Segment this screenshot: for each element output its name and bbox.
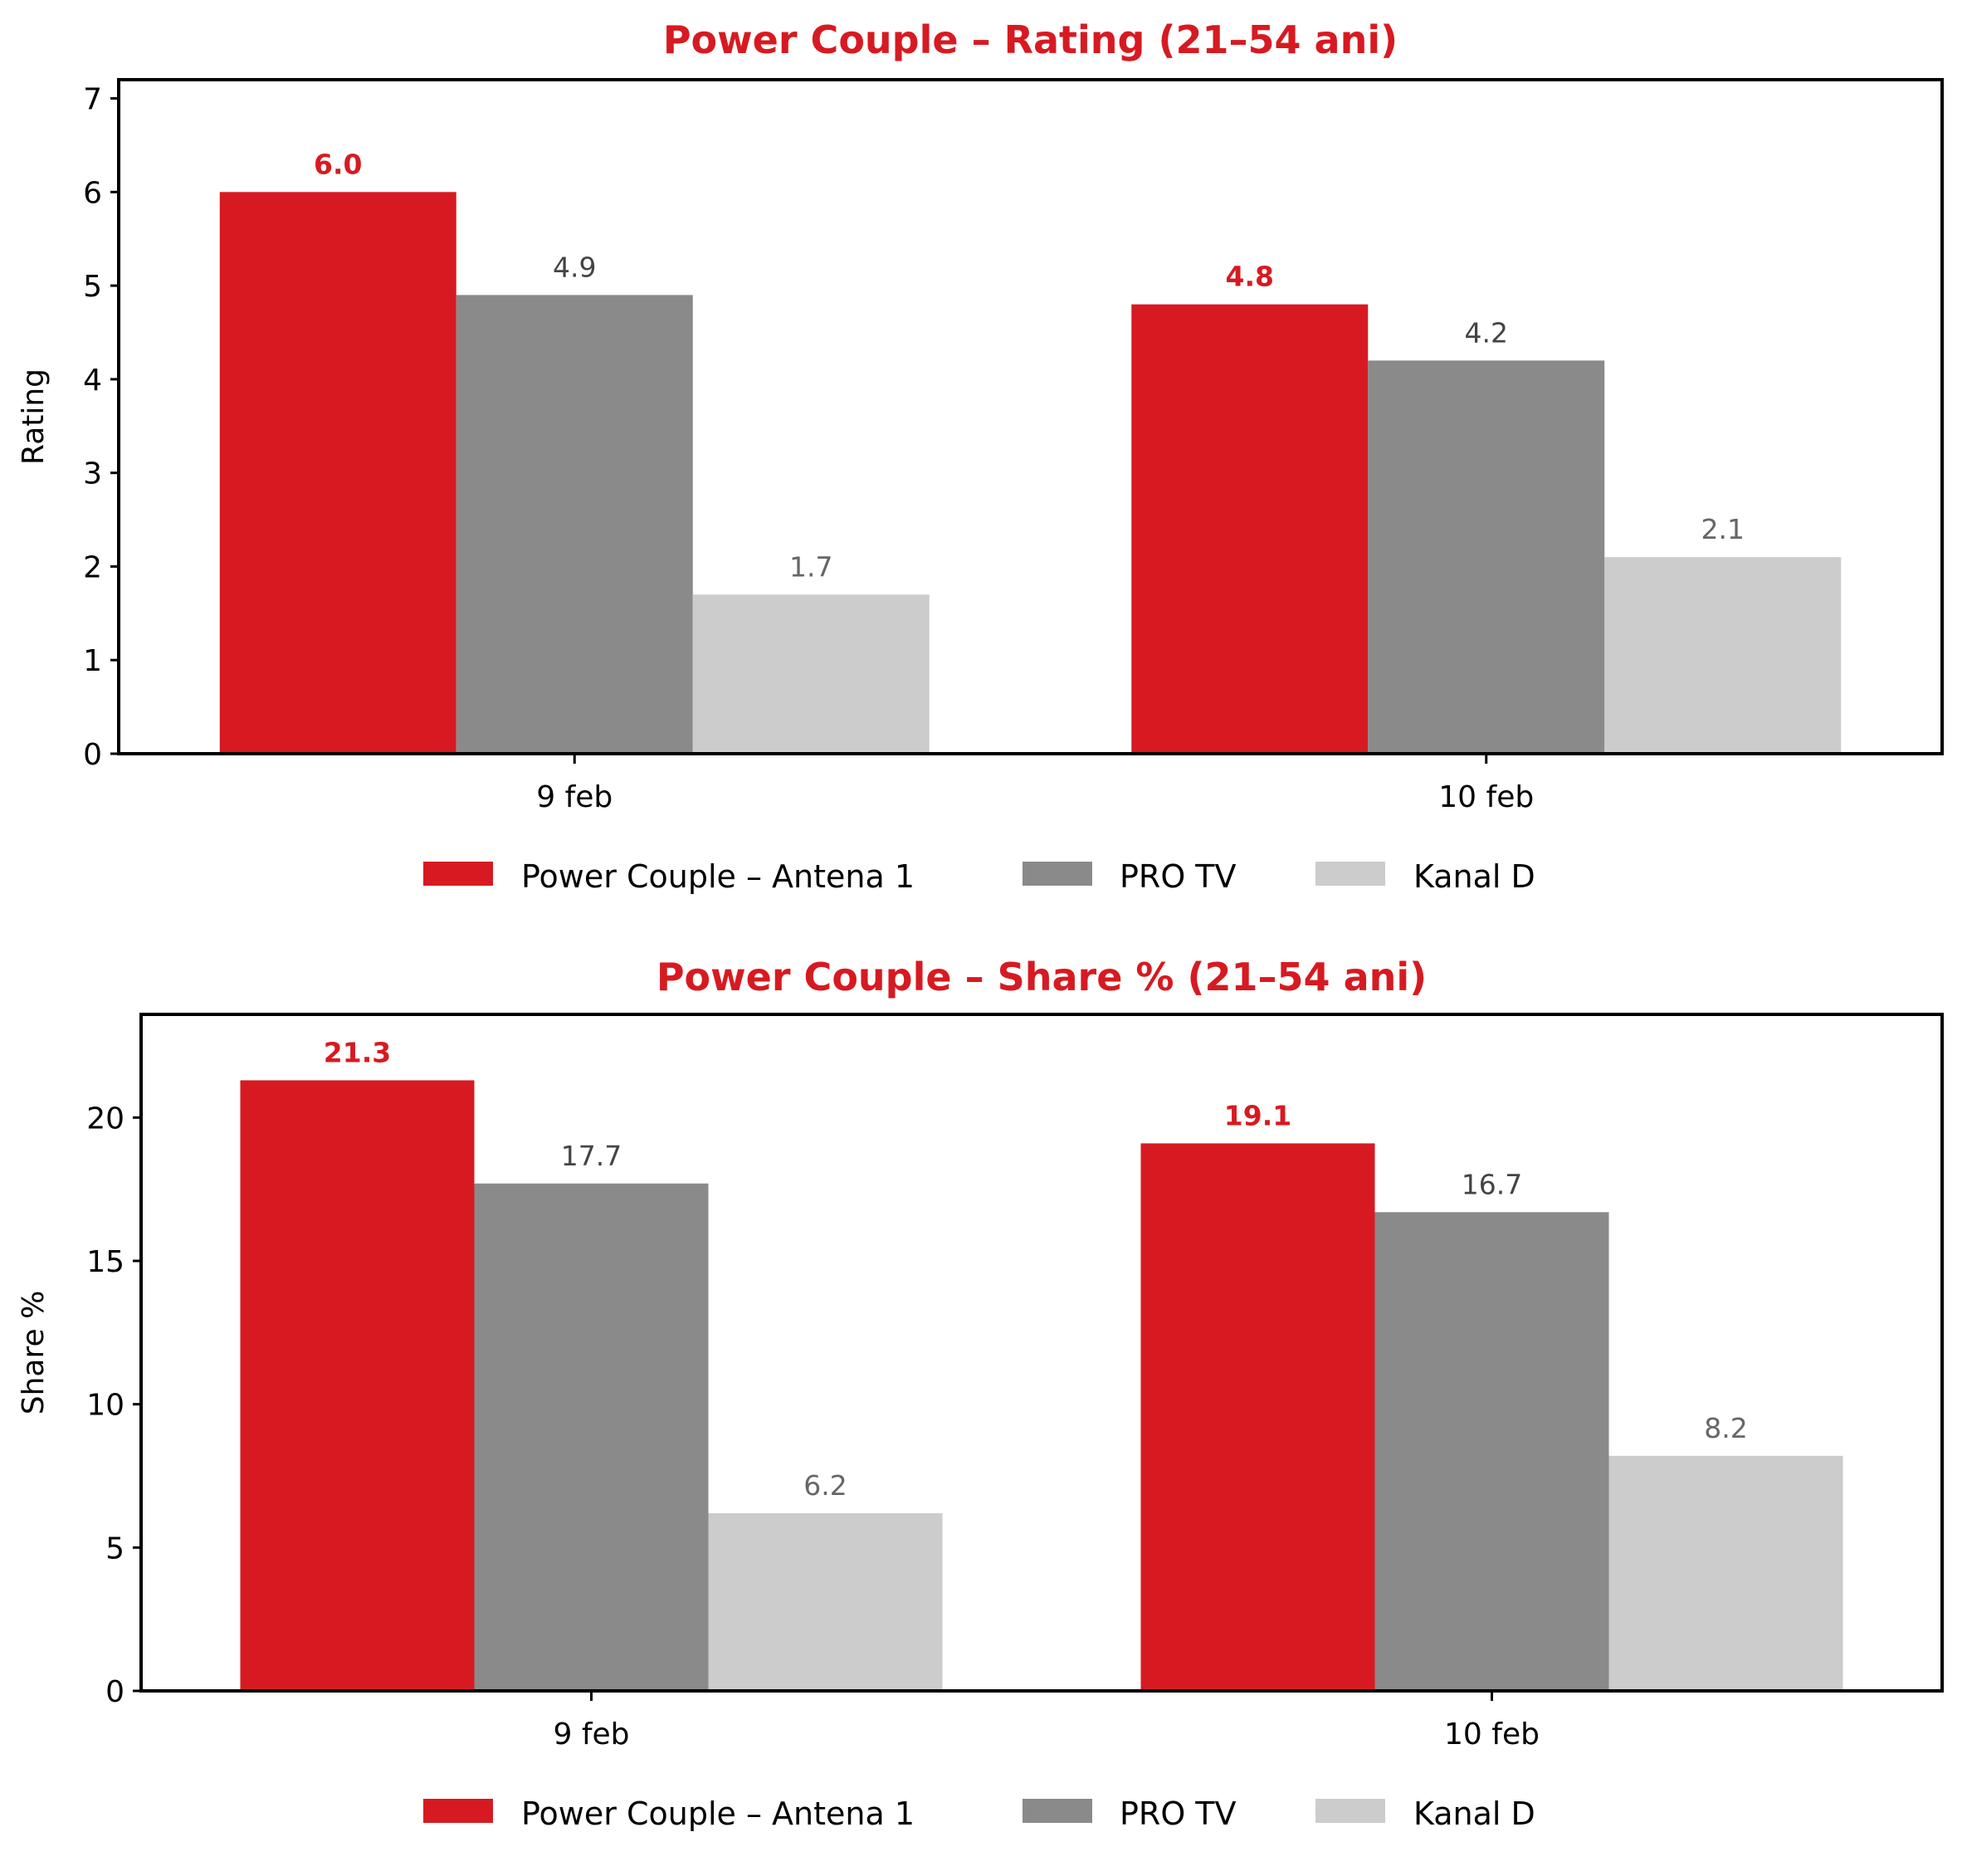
x-tick-label: 10 feb xyxy=(1444,1717,1540,1751)
data-label: 8.2 xyxy=(1704,1412,1747,1444)
bar xyxy=(1368,360,1605,754)
legend-label: Power Couple – Antena 1 xyxy=(521,858,915,895)
bar xyxy=(219,192,456,755)
y-tick-label: 4 xyxy=(83,364,102,398)
legend-label: Kanal D xyxy=(1413,1795,1535,1832)
data-label: 1.7 xyxy=(789,550,832,583)
bar xyxy=(1374,1212,1609,1691)
y-tick-label: 2 xyxy=(83,550,102,584)
bar xyxy=(1604,557,1842,754)
legend-swatch xyxy=(423,862,493,886)
chart-title: Power Couple – Share % (21–54 ani) xyxy=(656,955,1427,999)
data-label: 2.1 xyxy=(1701,513,1745,545)
x-tick-label: 9 feb xyxy=(553,1717,629,1751)
legend-label: Kanal D xyxy=(1413,858,1535,895)
y-tick-label: 10 xyxy=(86,1389,124,1423)
bar xyxy=(240,1080,475,1691)
plot-frame xyxy=(139,1013,1944,1693)
y-tick-label: 0 xyxy=(105,1675,124,1709)
bar xyxy=(1140,1143,1375,1691)
legend-label: PRO TV xyxy=(1120,858,1237,895)
rating-chart: Power Couple – Rating (21–54 ani) 6.0 4.8 4… xyxy=(17,17,1944,895)
y-axis-label: Rating xyxy=(17,369,51,465)
chart-title: Power Couple – Rating (21–54 ani) xyxy=(663,17,1398,62)
y-tick-label: 7 xyxy=(83,83,102,117)
bar xyxy=(474,1183,709,1691)
data-label: 19.1 xyxy=(1224,1099,1291,1131)
y-tick-label: 5 xyxy=(83,270,102,304)
x-tick-label: 10 feb xyxy=(1438,780,1534,814)
y-tick-label: 20 xyxy=(86,1102,124,1136)
y-tick-label: 0 xyxy=(83,738,102,772)
share-chart: Power Couple – Share % (21–54 ani) 21.3 19… xyxy=(17,955,1944,1832)
y-tick-label: 15 xyxy=(86,1245,124,1279)
x-tick-label: 9 feb xyxy=(536,780,613,814)
bar xyxy=(1608,1455,1843,1691)
y-tick-label: 1 xyxy=(83,644,102,678)
bar xyxy=(692,594,930,754)
legend-swatch xyxy=(423,1799,493,1823)
data-label: 21.3 xyxy=(324,1036,391,1068)
data-label: 16.7 xyxy=(1462,1168,1522,1200)
bar xyxy=(708,1512,943,1691)
legend-swatch xyxy=(1023,862,1092,886)
legend-swatch xyxy=(1023,1799,1092,1823)
legend-swatch xyxy=(1315,1799,1385,1823)
y-tick-label: 6 xyxy=(83,176,102,210)
y-axis-label: Share % xyxy=(17,1291,51,1415)
data-label: 4.2 xyxy=(1465,316,1508,349)
legend-swatch xyxy=(1315,862,1385,886)
plot-frame xyxy=(117,78,1944,755)
y-tick-label: 3 xyxy=(83,457,102,491)
data-label: 4.8 xyxy=(1226,261,1274,293)
legend-label: PRO TV xyxy=(1120,1795,1237,1832)
data-label: 6.0 xyxy=(314,148,362,180)
data-label: 17.7 xyxy=(561,1140,622,1172)
bar xyxy=(1131,304,1369,755)
legend-label: Power Couple – Antena 1 xyxy=(521,1795,915,1832)
data-label: 4.9 xyxy=(553,251,596,283)
bar xyxy=(456,295,693,754)
data-label: 6.2 xyxy=(803,1469,847,1502)
y-tick-label: 5 xyxy=(105,1532,124,1566)
